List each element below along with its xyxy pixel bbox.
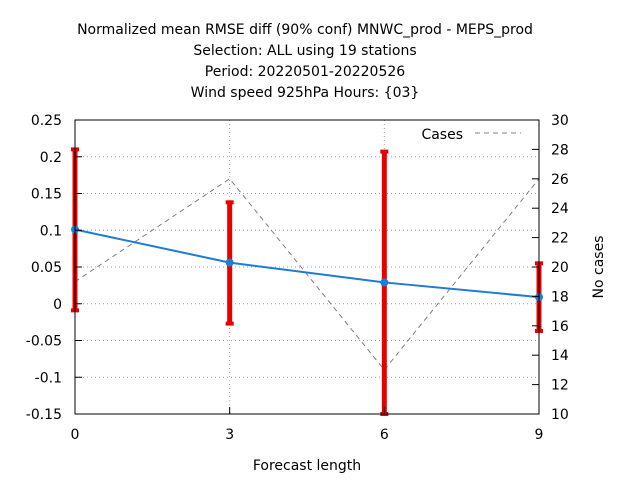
- cases-line: [74, 178, 540, 371]
- y-tick-label: 0: [53, 297, 62, 313]
- y2-tick-label: 20: [551, 260, 569, 276]
- cases-series: [74, 178, 540, 371]
- y2-tick-label: 26: [551, 172, 569, 188]
- y-tick-label: 0.05: [31, 260, 62, 276]
- axis-ticks: -0.15 -0.1 -0.05 0 0.05 0.1 0.15 0.2 0.25 0 3 6 9 10 1…: [26, 113, 569, 443]
- y2-tick-label: 22: [551, 231, 569, 247]
- x-axis-label: Forecast length: [253, 458, 361, 474]
- y2-tick-label: 16: [551, 319, 569, 335]
- x-tick-label: 9: [535, 427, 544, 443]
- y-tick-label: 0.2: [40, 150, 62, 166]
- y-tick-label: 0.15: [31, 187, 62, 203]
- chart-title: Normalized mean RMSE diff (90% conf) MNW…: [77, 22, 533, 101]
- title-line-1: Selection: ALL using 19 stations: [193, 43, 416, 59]
- y2-tick-label: 24: [551, 201, 569, 217]
- y2-tick-label: 30: [551, 113, 569, 129]
- legend-label-cases: Cases: [421, 127, 463, 143]
- title-line-3: Wind speed 925hPa Hours: {03}: [191, 85, 420, 101]
- title-line-0: Normalized mean RMSE diff (90% conf) MNW…: [77, 22, 533, 38]
- x-tick-label: 3: [225, 427, 234, 443]
- x-tick-label: 0: [71, 427, 80, 443]
- y-tick-label: -0.05: [26, 334, 62, 350]
- rmse-point: [225, 258, 234, 267]
- y-tick-label: 0.25: [31, 113, 62, 129]
- y-tick-label: -0.15: [26, 407, 62, 423]
- y2-tick-label: 12: [551, 378, 569, 394]
- x-tick-label: 6: [380, 427, 389, 443]
- rmse-series: [71, 147, 543, 416]
- y2-tick-label: 10: [551, 407, 569, 423]
- y2-tick-label: 14: [551, 348, 569, 364]
- rmse-point: [380, 278, 389, 287]
- rmse-line: [74, 228, 540, 299]
- title-line-2: Period: 20220501-20220526: [205, 64, 405, 80]
- y2-tick-label: 18: [551, 289, 569, 305]
- y2-axis-label: No cases: [591, 236, 607, 299]
- grid: [74, 119, 540, 415]
- y2-tick-label: 28: [551, 142, 569, 158]
- y-tick-label: 0.1: [40, 223, 62, 239]
- y-tick-label: -0.1: [35, 370, 62, 386]
- legend: Cases: [421, 127, 521, 143]
